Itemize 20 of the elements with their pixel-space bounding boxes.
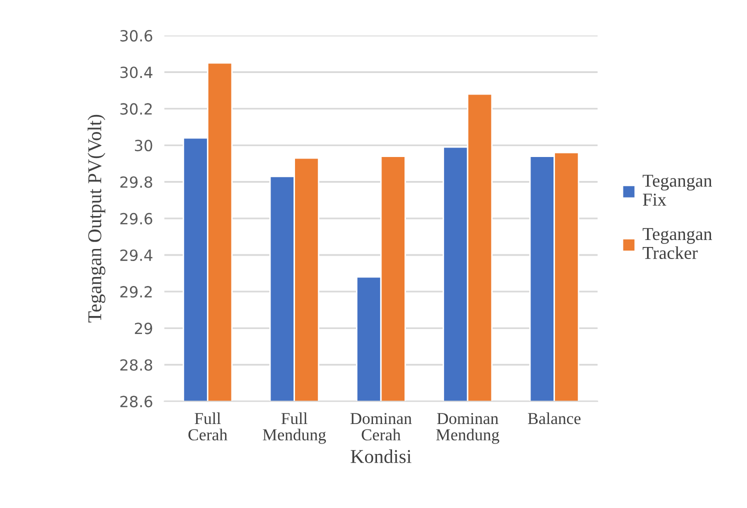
legend-label: Tegangan Fix: [642, 174, 712, 206]
x-tick-label: Full Cerah: [188, 412, 228, 440]
y-tick-label: 30: [134, 140, 152, 152]
y-tick-label: 29.2: [120, 286, 152, 298]
legend-label: Tegangan Tracker: [642, 228, 712, 260]
y-tick-label: 29: [134, 322, 152, 334]
y-tick-label: 30.2: [120, 103, 152, 115]
x-tick-label: Dominan Cerah: [350, 412, 412, 440]
y-tick-label: 29.6: [120, 212, 152, 224]
y-tick-label: 30.6: [120, 30, 152, 42]
x-tick-label: Full Mendung: [262, 412, 326, 444]
x-tick-label: Balance: [528, 412, 581, 424]
x-tick-label: Dominan Mendung: [436, 412, 500, 444]
y-tick-label: 28.6: [120, 396, 152, 408]
y-tick-label: 30.4: [120, 66, 152, 78]
y-axis-title: Tegangan Output PV(Volt): [88, 114, 106, 323]
y-tick-label: 28.8: [120, 359, 152, 371]
y-tick-label: 29.4: [120, 249, 152, 262]
x-axis-title: Kondisi: [350, 449, 412, 464]
y-tick-label: 29.8: [120, 176, 152, 188]
